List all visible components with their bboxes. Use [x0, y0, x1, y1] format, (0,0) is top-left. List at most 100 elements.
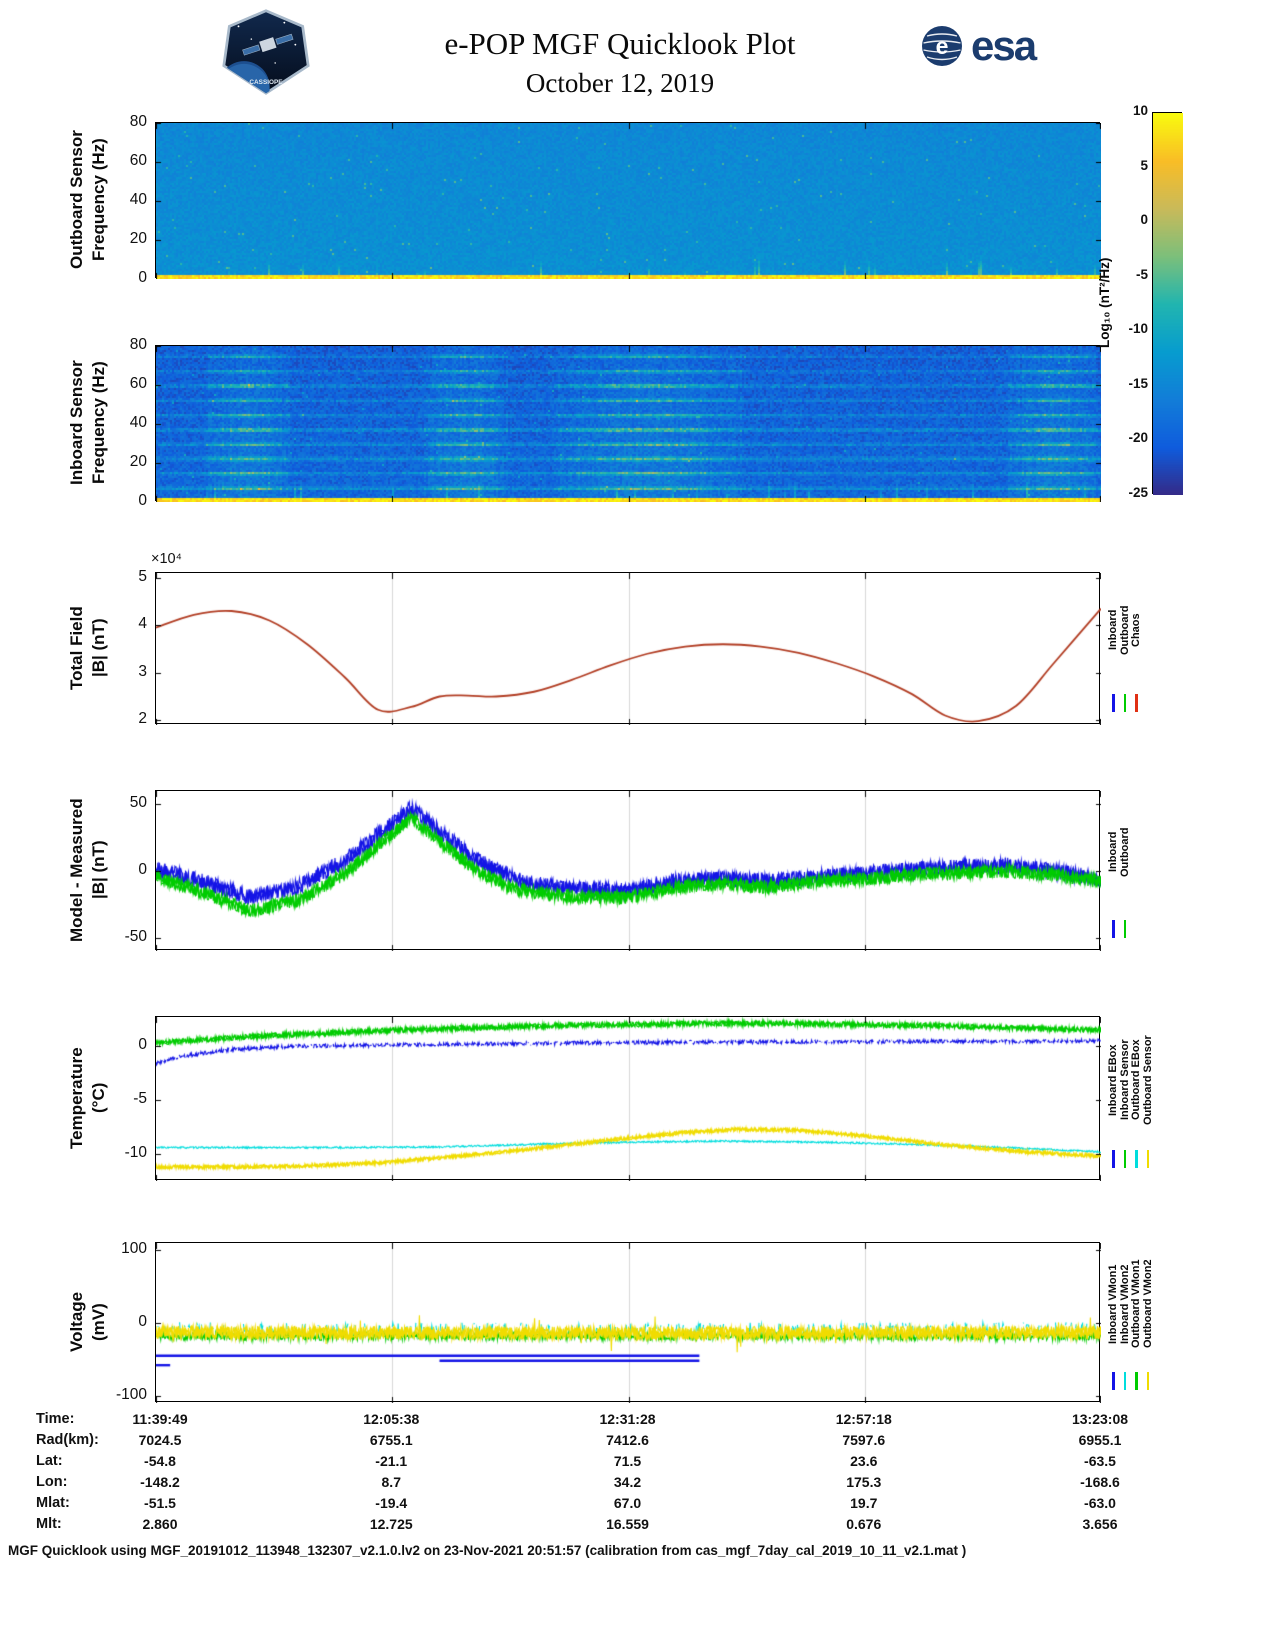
y-tick-label: 40: [129, 414, 147, 431]
table-cell: 19.7: [850, 1495, 878, 1511]
table-cell: 7412.6: [606, 1432, 649, 1448]
colorbar-canvas: [1153, 113, 1183, 495]
colorbar-tick-label: -20: [1128, 430, 1148, 446]
table-cell: -63.5: [1084, 1453, 1116, 1469]
table-cell: 7024.5: [138, 1432, 182, 1448]
y-tick-label: 100: [121, 1240, 147, 1258]
voltage-panel: [155, 1242, 1101, 1403]
temperature-canvas: [156, 1017, 1101, 1181]
cassiope-mission-patch: CASSIOPE: [220, 8, 312, 101]
legend-line-sample: [1135, 1150, 1138, 1168]
y-tick-label: 50: [129, 794, 147, 812]
table-cell: 8.7: [381, 1474, 401, 1490]
table-cell: 175.3: [846, 1474, 882, 1490]
table-cell: 34.2: [613, 1474, 642, 1490]
legend-label: Chaos: [1130, 613, 1142, 647]
legend-line-sample: [1135, 1372, 1138, 1390]
colorbar-tick-label: -25: [1128, 485, 1148, 500]
voltage-canvas: [156, 1243, 1101, 1403]
table-row-label: Mlt:: [36, 1516, 62, 1532]
legend-label: Outboard VMon2: [1141, 1259, 1154, 1349]
legend-line-sample: [1135, 694, 1138, 712]
total-field-legend: Inboard Outboard Chaos: [1107, 572, 1156, 724]
y-tick-label: 0: [138, 269, 147, 286]
y-tick-label: 0: [138, 492, 147, 509]
colorbar-tick-label: 10: [1132, 103, 1148, 118]
y-tick-label: 40: [129, 191, 147, 208]
footer-caption: MGF Quicklook using MGF_20191012_113948_…: [8, 1543, 967, 1558]
y-tick-label: 80: [129, 336, 147, 353]
table-cell: -51.5: [144, 1495, 176, 1511]
satellite-icon: [242, 33, 294, 56]
legend-label: Inboard: [1107, 831, 1119, 873]
y-tick-label: -5: [133, 1090, 147, 1108]
y-tick-label: 0: [138, 1036, 147, 1054]
legend-line-sample: [1123, 920, 1126, 938]
legend-line-sample: [1123, 1372, 1126, 1390]
colorbar-tick-label: 5: [1140, 157, 1148, 173]
inboard-spectrogram-canvas: [156, 346, 1101, 502]
table-cell: 71.5: [613, 1453, 642, 1469]
table-row-label: Mlat:: [36, 1495, 70, 1511]
outboard-spectrogram-panel: [155, 122, 1101, 279]
esa-wordmark: esa: [971, 22, 1037, 69]
legend-line-sample: [1112, 694, 1115, 712]
voltage-legend: Inboard VMon1 Inboard VMon2 Outboard VMon1…: [1107, 1242, 1156, 1402]
legend-label: Outboard Sensor: [1141, 1035, 1154, 1125]
esa-emblem-icon: e: [922, 26, 962, 66]
colorbar-label: Log₁₀ (nT²/Hz): [1097, 257, 1112, 349]
colorbar-tick-label: -10: [1128, 321, 1148, 337]
table-cell: -148.2: [140, 1474, 180, 1490]
legend-line-sample: [1123, 1150, 1126, 1168]
legend-label: Outboard EBox: [1130, 1039, 1142, 1121]
y-tick-label: 5: [138, 567, 147, 585]
table-cell: 12:05:38: [363, 1411, 420, 1427]
y-tick-label: -10: [124, 1144, 147, 1162]
y-tick-label: 60: [129, 152, 147, 169]
table-cell: 6755.1: [369, 1432, 413, 1448]
table-cell: -63.0: [1084, 1495, 1116, 1511]
outboard-spectrogram-canvas: [156, 123, 1101, 279]
table-cell: 67.0: [613, 1495, 642, 1511]
legend-line-sample: [1112, 920, 1115, 938]
legend-label: Inboard EBox: [1107, 1044, 1119, 1116]
table-cell: 3.656: [1082, 1516, 1118, 1532]
temperature-legend: Inboard EBox Inboard Sensor Outboard EBox O…: [1107, 1016, 1156, 1180]
colorbar-tick-label: -5: [1135, 266, 1148, 282]
total-field-canvas: [156, 573, 1101, 725]
figure-date: October 12, 2019: [525, 68, 715, 98]
figure-title: e-POP MGF Quicklook Plot: [444, 26, 796, 61]
table-row-label: Rad(km):: [36, 1432, 99, 1448]
cassiope-patch-graphic: CASSIOPE: [222, 9, 310, 95]
legend-label: Inboard: [1107, 609, 1119, 651]
y-tick-label: 80: [129, 113, 147, 130]
table-cell: -54.8: [144, 1453, 176, 1469]
table-cell: 11:39:49: [132, 1411, 188, 1427]
esa-logo: e esa: [920, 22, 1037, 69]
y-tick-label: 20: [129, 230, 147, 247]
table-row-label: Time:: [36, 1411, 75, 1427]
table-cell: -19.4: [375, 1495, 408, 1511]
table-cell: 12:57:18: [835, 1411, 892, 1427]
colorbar-tick-label: -15: [1128, 375, 1148, 391]
table-cell: 7597.6: [842, 1432, 886, 1448]
legend-label: Outboard VMon1: [1130, 1259, 1142, 1349]
y-axis-exponent: ×10⁴: [151, 551, 182, 567]
table-cell: 16.559: [606, 1516, 649, 1532]
legend-line-sample: [1112, 1150, 1115, 1168]
model-minus-measured-canvas: [156, 791, 1101, 951]
table-cell: 2.860: [142, 1516, 178, 1532]
model-minus-measured-legend: Inboard Outboard: [1107, 790, 1156, 950]
temperature-panel: [155, 1016, 1101, 1181]
legend-label: Inboard VMon1: [1107, 1264, 1119, 1344]
inboard-spectrogram-panel: [155, 345, 1101, 502]
total-field-panel: [155, 572, 1101, 725]
table-cell: 6955.1: [1078, 1432, 1122, 1448]
table-row-label: Lon:: [36, 1474, 68, 1490]
legend-line-sample: [1146, 1150, 1149, 1168]
model-minus-measured-panel: [155, 790, 1101, 951]
svg-text:e: e: [936, 33, 949, 59]
table-cell: 12:31:28: [599, 1411, 656, 1427]
colorbar-tick-label: 0: [1140, 212, 1148, 228]
